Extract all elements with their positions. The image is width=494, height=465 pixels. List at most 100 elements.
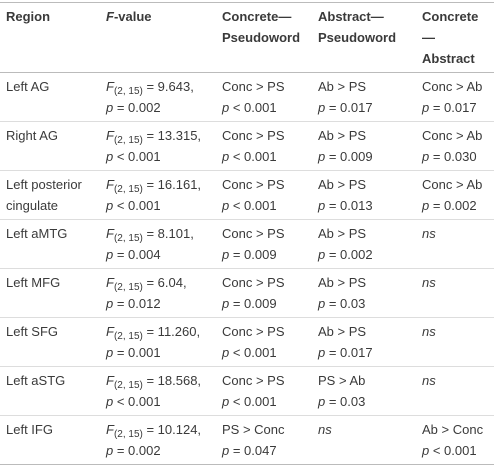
cell-line: p < 0.001 <box>222 342 308 363</box>
cell-text: Conc > PS <box>222 79 285 94</box>
cell-line: F(2, 15) = 11.260, <box>106 321 212 342</box>
cell-line: Conc > Ab <box>422 76 490 97</box>
cell-line: p < 0.001 <box>222 391 308 412</box>
cell-text: F <box>106 324 114 339</box>
cell-text: (2, 15) <box>113 233 143 244</box>
cell-text: Abstract <box>422 51 475 66</box>
cell-text: = 0.002 <box>113 100 161 115</box>
cell-text: < 0.001 <box>429 443 477 458</box>
table-cell: Left AG <box>0 72 100 122</box>
table-row: Left aMTG F(2, 15) = 8.101, p = 0.004 Conc … <box>0 219 494 269</box>
cell-text: = 0.017 <box>429 100 477 115</box>
cell-text: -value <box>113 9 152 24</box>
cell-line: Left aMTG <box>6 223 96 244</box>
cell-line: p < 0.001 <box>106 195 212 216</box>
cell-line: Conc > PS <box>222 223 308 244</box>
cell-text: p <box>222 100 230 115</box>
cell-text: < 0.001 <box>229 394 277 409</box>
table-row: Left SFG F(2, 15) = 11.260, p = 0.001 Conc … <box>0 317 494 367</box>
cell-text: = 0.03 <box>325 296 366 311</box>
cell-line: p < 0.001 <box>422 440 490 461</box>
cell-line: Ab > PS <box>318 321 412 342</box>
cell-text: = 0.009 <box>229 296 277 311</box>
cell-text: = 9.643, <box>142 79 194 94</box>
table-cell: PS > Ab p = 0.03 <box>312 366 416 416</box>
cell-line: p = 0.030 <box>422 146 490 167</box>
cell-line: Pseudoword <box>222 27 308 48</box>
header-cell: Concrete— Abstract <box>416 2 494 73</box>
cell-text: p <box>106 247 114 262</box>
cell-text: p <box>318 345 326 360</box>
table-cell: F(2, 15) = 16.161, p < 0.001 <box>100 170 216 220</box>
table-cell: F(2, 15) = 9.643, p = 0.002 <box>100 72 216 122</box>
table-cell: ns <box>312 415 416 465</box>
cell-line: Ab > PS <box>318 174 412 195</box>
cell-text: p <box>422 443 430 458</box>
cell-text: p <box>222 443 230 458</box>
cell-line: Conc > PS <box>222 174 308 195</box>
cell-line: p < 0.001 <box>106 391 212 412</box>
table-cell: F(2, 15) = 8.101, p = 0.004 <box>100 219 216 269</box>
cell-text: Region <box>6 9 51 24</box>
cell-line: Pseudoword <box>318 27 412 48</box>
table-row: Left posterior cingulate F(2, 15) = 16.161… <box>0 170 494 220</box>
table-cell: ns <box>416 366 494 416</box>
table-cell: PS > Conc p = 0.047 <box>216 415 312 465</box>
cell-text: Ab > PS <box>318 177 367 192</box>
cell-text: Left posterior <box>6 177 82 192</box>
header-cell: Concrete— Pseudoword <box>216 2 312 73</box>
cell-text: p <box>106 394 114 409</box>
cell-text: = 0.004 <box>113 247 161 262</box>
cell-text: PS > Ab <box>318 373 366 388</box>
table-cell: Conc > PS p < 0.001 <box>216 317 312 367</box>
cell-line: Conc > PS <box>222 125 308 146</box>
cell-text: p <box>422 198 430 213</box>
cell-text: Pseudoword <box>318 30 397 45</box>
cell-text: F <box>106 275 114 290</box>
header-cell: F-value <box>100 2 216 73</box>
cell-line: Ab > PS <box>318 223 412 244</box>
table-cell: Ab > PS p = 0.017 <box>312 72 416 122</box>
cell-text: p <box>106 100 114 115</box>
table-cell: Conc > Ab p = 0.002 <box>416 170 494 220</box>
cell-line: Conc > Ab <box>422 125 490 146</box>
cell-text: Concrete— <box>422 9 479 45</box>
table-cell: F(2, 15) = 13.315, p < 0.001 <box>100 121 216 171</box>
cell-text: < 0.001 <box>113 149 161 164</box>
cell-text: = 0.03 <box>325 394 366 409</box>
cell-line: p < 0.001 <box>222 97 308 118</box>
cell-line: p = 0.002 <box>106 97 212 118</box>
cell-line: Right AG <box>6 125 96 146</box>
cell-line: F(2, 15) = 9.643, <box>106 76 212 97</box>
cell-text: < 0.001 <box>229 345 277 360</box>
cell-text: < 0.001 <box>113 198 161 213</box>
header-cell: Region <box>0 2 100 73</box>
cell-text: (2, 15) <box>113 184 143 195</box>
table-cell: ns <box>416 219 494 269</box>
cell-line: p = 0.017 <box>318 97 412 118</box>
table-row: Left IFG F(2, 15) = 10.124, p = 0.002 PS > … <box>0 415 494 465</box>
table-cell: Ab > PS p = 0.013 <box>312 170 416 220</box>
cell-line: Left posterior <box>6 174 96 195</box>
table-cell: Conc > Ab p = 0.017 <box>416 72 494 122</box>
cell-line: ns <box>422 272 490 293</box>
cell-text: Left AG <box>6 79 50 94</box>
cell-text: Ab > PS <box>318 275 367 290</box>
table-cell: Conc > PS p < 0.001 <box>216 121 312 171</box>
table-cell: Conc > PS p < 0.001 <box>216 72 312 122</box>
table-cell: Ab > Conc p < 0.001 <box>416 415 494 465</box>
cell-line: Conc > Ab <box>422 174 490 195</box>
cell-text: p <box>222 345 230 360</box>
cell-text: Left aMTG <box>6 226 68 241</box>
cell-line: p = 0.004 <box>106 244 212 265</box>
cell-text: p <box>106 345 114 360</box>
cell-line: Conc > PS <box>222 272 308 293</box>
cell-line: p = 0.013 <box>318 195 412 216</box>
cell-text: Conc > PS <box>222 324 285 339</box>
cell-text: F <box>106 373 114 388</box>
cell-line: p = 0.03 <box>318 293 412 314</box>
cell-text: p <box>222 296 230 311</box>
cell-text: = 0.001 <box>113 345 161 360</box>
cell-text: ns <box>422 324 436 339</box>
table-cell: Conc > PS p = 0.009 <box>216 219 312 269</box>
